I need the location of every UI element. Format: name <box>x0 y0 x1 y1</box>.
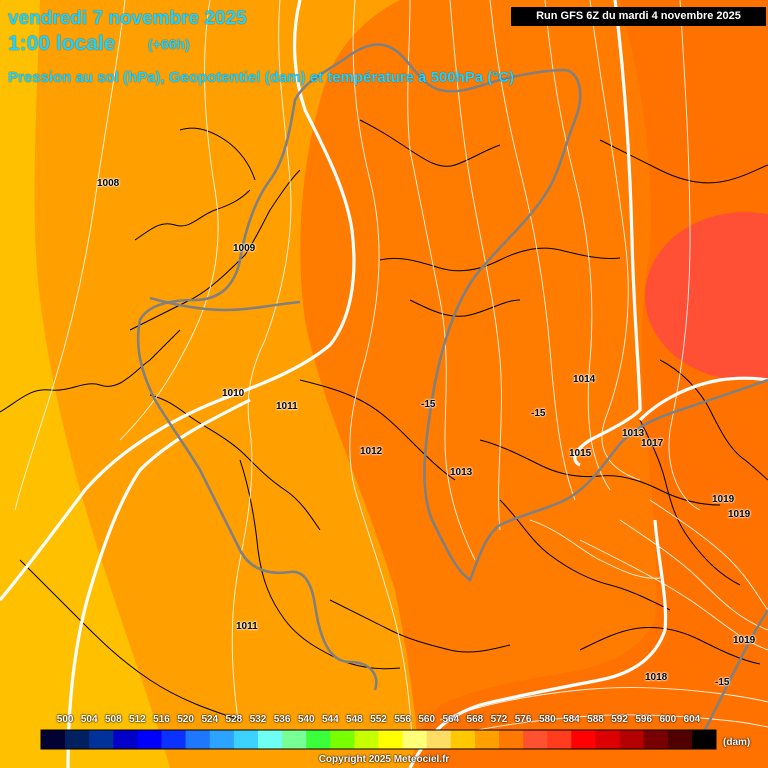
contour-564-south <box>408 519 668 768</box>
pressure-label: 1013 <box>622 428 645 439</box>
scale-level-label: 512 <box>129 714 146 725</box>
scale-swatch <box>571 730 596 749</box>
scale-border <box>40 729 717 750</box>
scale-level-label: 524 <box>201 714 219 725</box>
temperature-label: -15 <box>531 408 546 419</box>
scale-level-label: 540 <box>297 714 315 725</box>
pressure-label: 1010 <box>222 388 245 399</box>
pressure-label: 1014 <box>573 374 596 385</box>
parameter-description: Pression au sol (hPa), Geopotentiel (dam… <box>8 69 515 86</box>
scale-level-label: 564 <box>442 714 460 725</box>
scale-level-label: 504 <box>80 714 98 725</box>
scale-level-label: 516 <box>153 714 170 725</box>
scale-level-label: 604 <box>683 714 701 725</box>
scale-swatch <box>402 730 428 749</box>
forecast-date: vendredi 7 novembre 2025 <box>8 8 247 29</box>
scale-level-label: 500 <box>56 714 74 725</box>
scale-level-label: 600 <box>659 714 677 725</box>
isotherm-minus-15-se <box>703 609 768 731</box>
scale-swatch <box>306 730 331 749</box>
scale-labels: 500 504 508 512 516 520 524 528 532 536 540 544 548 5… <box>57 714 728 728</box>
pressure-label: 1011 <box>276 401 298 412</box>
scale-level-label: 580 <box>538 714 556 725</box>
scale-level-label: 592 <box>611 714 628 725</box>
scale-swatch <box>619 730 644 749</box>
pressure-label: 1009 <box>233 243 256 254</box>
scale-swatch <box>450 730 476 749</box>
pressure-label: 1019 <box>728 509 751 520</box>
forecast-offset: (+66h) <box>148 36 190 52</box>
scale-unit: (dam) <box>723 737 751 748</box>
scale-level-label: 588 <box>587 714 604 725</box>
isotherm-minus-15-border <box>149 296 301 312</box>
scale-level-label: 536 <box>273 714 291 725</box>
scale-level-label: 572 <box>490 714 508 725</box>
scale-swatch <box>233 730 259 749</box>
scale-level-label: 556 <box>394 714 411 725</box>
geopotential-color-scale <box>40 729 717 750</box>
scale-swatch <box>185 730 211 749</box>
contour-564 <box>573 0 642 467</box>
scale-swatch <box>65 730 90 749</box>
copyright: Copyright 2025 Meteociel.fr <box>318 754 450 765</box>
scale-swatch <box>282 730 307 749</box>
contour-568 <box>638 376 768 422</box>
scale-swatch <box>113 730 138 749</box>
scale-swatch <box>426 730 452 749</box>
pressure-label: 1012 <box>360 446 383 457</box>
scale-level-label: 596 <box>635 714 653 725</box>
scale-swatch <box>378 730 403 749</box>
pressure-label: 1017 <box>641 438 664 449</box>
temperature-label: -15 <box>421 399 436 410</box>
scale-level-label: 552 <box>370 714 387 725</box>
pressure-label: 1011 <box>236 621 258 632</box>
scale-swatch <box>330 730 355 749</box>
isotherm-minus-15 <box>136 43 768 691</box>
scale-level-label: 548 <box>346 714 363 725</box>
scale-level-label: 584 <box>563 714 580 725</box>
scale-level-label: 532 <box>249 714 267 725</box>
run-info-badge: Run GFS 6Z du mardi 4 novembre 2025 <box>511 7 766 26</box>
scale-swatch <box>499 730 524 749</box>
band-568-572 <box>645 212 768 380</box>
scale-level-label: 520 <box>177 714 194 725</box>
band-564-568 <box>410 0 768 768</box>
pressure-label: 1015 <box>569 448 592 459</box>
country-borders <box>0 119 768 721</box>
pressure-label: 1019 <box>733 635 756 646</box>
scale-swatch <box>667 730 693 749</box>
scale-swatch <box>41 730 66 749</box>
scale-swatch <box>547 730 572 749</box>
pressure-label: 1013 <box>450 467 473 478</box>
pressure-label: 1008 <box>97 178 120 189</box>
scale-swatch <box>523 730 548 749</box>
scale-swatch <box>354 730 379 749</box>
scale-level-label: 560 <box>418 714 436 725</box>
scale-swatch <box>257 730 283 749</box>
contour-560 <box>66 398 251 768</box>
temperature-label: -15 <box>715 677 730 688</box>
scale-level-label: 544 <box>321 714 339 725</box>
pressure-label: 1018 <box>645 672 668 683</box>
scale-swatch <box>89 730 114 749</box>
contour-556 <box>0 0 356 602</box>
scale-swatch <box>137 730 162 749</box>
scale-level-label: 576 <box>514 714 532 725</box>
scale-swatch <box>691 730 717 749</box>
pressure-label: 1019 <box>712 494 735 505</box>
forecast-time: 1:00 locale <box>8 32 116 55</box>
scale-swatch <box>643 730 669 749</box>
scale-level-label: 568 <box>466 714 484 725</box>
scale-swatch <box>595 730 620 749</box>
scale-level-label: 528 <box>225 714 243 725</box>
scale-swatch <box>161 730 186 749</box>
scale-swatch <box>474 730 500 749</box>
scale-swatch <box>209 730 235 749</box>
scale-level-label: 508 <box>104 714 122 725</box>
